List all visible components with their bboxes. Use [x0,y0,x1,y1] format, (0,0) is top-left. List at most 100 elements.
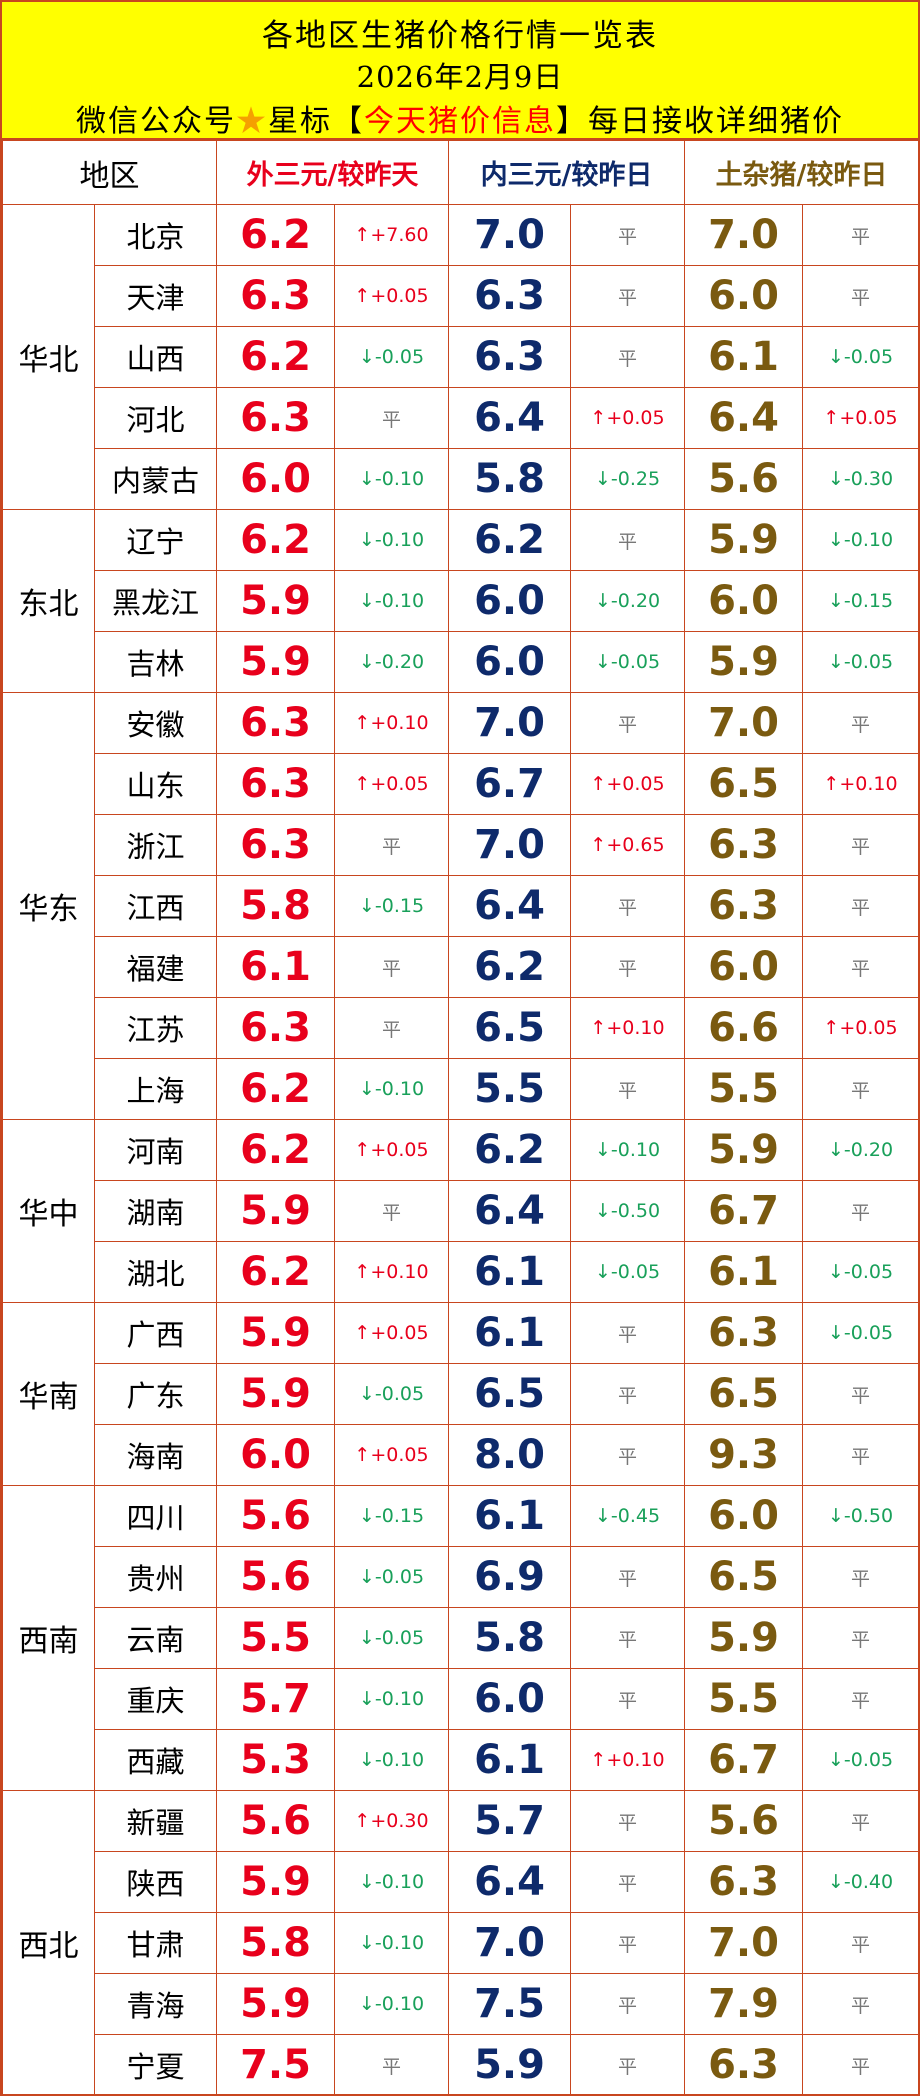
change-value: ↓-0.10 [358,590,425,612]
outer-change: ↑+0.05 [334,265,449,327]
outer-change: 平 [334,997,449,1059]
inner-change: 平 [570,1973,685,2035]
change-value: 平 [617,1628,637,1651]
inner-price: 7.5 [448,1973,571,2035]
inner-price: 6.5 [448,1363,571,1425]
change-value: ↓-0.05 [358,1566,425,1588]
change-value: 平 [850,1445,870,1468]
outer-change: ↓-0.20 [334,631,449,693]
change-value: ↑+0.05 [590,407,665,429]
local-price: 5.9 [684,509,803,571]
province-name: 河南 [94,1119,217,1181]
inner-price: 6.4 [448,1851,571,1913]
change-value: 平 [381,2055,401,2078]
outer-price: 6.3 [216,692,335,754]
region-label: 西北 [2,1790,95,2096]
outer-price: 6.2 [216,1241,335,1303]
change-value: 平 [617,1323,637,1346]
change-value: 平 [617,1567,637,1590]
change-value: ↓-0.05 [594,651,661,673]
change-value: 平 [617,896,637,919]
change-value: 平 [850,896,870,919]
inner-price: 7.0 [448,1912,571,1974]
province-name: 福建 [94,936,217,998]
inner-price: 6.0 [448,570,571,632]
change-value: ↓-0.10 [358,529,425,551]
change-value: ↑+0.10 [354,712,429,734]
local-price: 5.9 [684,631,803,693]
inner-change: 平 [570,1851,685,1913]
inner-price: 5.5 [448,1058,571,1120]
local-price: 7.0 [684,204,803,266]
change-value: 平 [617,957,637,980]
local-price: 6.5 [684,1363,803,1425]
local-change: 平 [802,814,919,876]
local-price: 6.0 [684,265,803,327]
local-price: 6.0 [684,936,803,998]
local-price: 6.6 [684,997,803,1059]
outer-change: ↓-0.05 [334,1607,449,1669]
inner-price: 6.1 [448,1729,571,1791]
table-row: 山东 6.3 ↑+0.05 6.7 ↑+0.05 6.5 ↑+0.10 [3,753,919,815]
inner-price: 6.2 [448,509,571,571]
change-value: ↑+0.10 [354,1261,429,1283]
change-value: 平 [617,2055,637,2078]
change-value: ↓-0.05 [827,651,894,673]
table-row: 西南 四川 5.6 ↓-0.15 6.1 ↓-0.45 6.0 ↓-0.50 [2,1485,919,1791]
outer-price: 6.3 [216,997,335,1059]
local-change: ↓-0.30 [802,448,919,510]
header-outer: 外三元/较昨天 [216,140,449,205]
table-row: 黑龙江 5.9 ↓-0.10 6.0 ↓-0.20 6.0 ↓-0.15 [3,570,919,632]
inner-change: 平 [570,204,685,266]
table-row: 华中 河南 6.2 ↑+0.05 6.2 ↓-0.10 5.9 ↓-0.20 [2,1119,919,1303]
outer-price: 5.3 [216,1729,335,1791]
local-change: 平 [802,875,919,937]
region-label: 华南 [2,1302,95,1486]
change-value: 平 [850,1628,870,1651]
inner-change: ↓-0.05 [570,631,685,693]
outer-price: 5.9 [216,570,335,632]
local-change: ↓-0.05 [802,1729,919,1791]
inner-price: 7.0 [448,814,571,876]
province-name: 广西 [94,1302,217,1364]
change-value: 平 [617,347,637,370]
table-row: 贵州 5.6 ↓-0.05 6.9 平 6.5 平 [3,1546,919,1608]
local-price: 6.1 [684,1241,803,1303]
title-banner: 各地区生猪价格行情一览表 2026年2月9日 微信公众号★星标【今天猪价信息】每… [2,2,918,140]
inner-change: ↑+0.10 [570,997,685,1059]
inner-price: 8.0 [448,1424,571,1486]
outer-change: ↓-0.10 [334,1058,449,1120]
province-name: 黑龙江 [94,570,217,632]
change-value: 平 [381,835,401,858]
local-price: 6.3 [684,875,803,937]
inner-change: 平 [570,1912,685,1974]
change-value: ↓-0.15 [358,895,425,917]
change-value: 平 [850,1933,870,1956]
outer-price: 6.0 [216,1424,335,1486]
inner-price: 6.2 [448,936,571,998]
inner-change: 平 [570,1668,685,1730]
change-value: ↓-0.25 [594,468,661,490]
change-value: 平 [617,1994,637,2017]
change-value: ↓-0.10 [358,468,425,490]
province-name: 贵州 [94,1546,217,1608]
change-value: ↓-0.10 [358,1993,425,2015]
region-label: 华北 [2,204,95,510]
province-name: 陕西 [94,1851,217,1913]
province-name: 湖北 [94,1241,217,1303]
outer-price: 5.9 [216,1180,335,1242]
table-row: 海南 6.0 ↑+0.05 8.0 平 9.3 平 [3,1424,919,1486]
outer-change: ↑+0.05 [334,753,449,815]
change-value: ↓-0.05 [358,1627,425,1649]
outer-change: 平 [334,2034,449,2096]
promo-suffix: 】每日接收详细猪价 [556,104,844,139]
inner-price: 6.1 [448,1241,571,1303]
table-row: 云南 5.5 ↓-0.05 5.8 平 5.9 平 [3,1607,919,1669]
outer-change: ↑+0.10 [334,692,449,754]
change-value: ↓-0.15 [358,1505,425,1527]
change-value: 平 [381,1018,401,1041]
province-name: 江西 [94,875,217,937]
local-price: 5.9 [684,1607,803,1669]
outer-price: 5.6 [216,1546,335,1608]
local-price: 6.1 [684,326,803,388]
